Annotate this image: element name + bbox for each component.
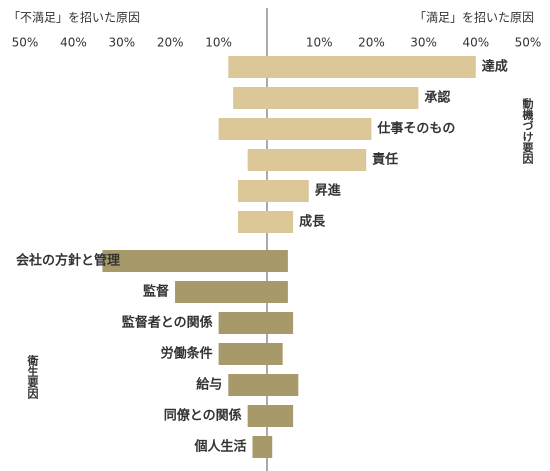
- category-label: 仕事そのもの: [376, 121, 455, 137]
- x-tick-label: 20%: [358, 36, 385, 50]
- bar: [237, 180, 267, 202]
- bar: [267, 56, 476, 78]
- x-tick-label: 40%: [60, 36, 87, 50]
- bar: [228, 56, 267, 78]
- category-label: 監督者との関係: [122, 315, 213, 331]
- category-label: 給与: [196, 377, 222, 393]
- bar: [218, 343, 267, 365]
- bar: [267, 374, 299, 396]
- side-header: 「満足」を招いた原因: [414, 11, 534, 25]
- bar: [267, 250, 288, 272]
- x-tick-label: 30%: [108, 36, 135, 50]
- bar: [267, 436, 273, 458]
- bar: [267, 211, 294, 233]
- bar: [267, 149, 367, 171]
- category-label: 個人生活: [193, 439, 246, 455]
- bar: [175, 281, 267, 303]
- bar: [267, 343, 283, 365]
- category-label: 昇進: [315, 183, 341, 199]
- bar: [267, 180, 309, 202]
- x-tick-label: 50%: [12, 36, 39, 50]
- bar: [218, 118, 267, 140]
- bar: [247, 149, 267, 171]
- bar: [267, 281, 288, 303]
- bar: [233, 87, 267, 109]
- bar: [247, 405, 267, 427]
- category-label: 労働条件: [161, 346, 213, 362]
- bar: [228, 374, 267, 396]
- category-label: 会社の方針と管理: [16, 253, 120, 269]
- category-label: 同僚との関係: [164, 408, 242, 424]
- category-label: 承認: [424, 90, 450, 106]
- category-label: 責任: [372, 152, 398, 168]
- x-tick-label: 40%: [462, 36, 489, 50]
- x-tick-label: 10%: [205, 36, 232, 50]
- group-label: 衛生要因: [26, 354, 40, 400]
- x-tick-label: 50%: [515, 36, 542, 50]
- bar: [252, 436, 267, 458]
- bar: [267, 87, 419, 109]
- bar: [267, 118, 372, 140]
- bar: [237, 211, 267, 233]
- category-label: 成長: [299, 214, 326, 230]
- x-tick-label: 20%: [157, 36, 184, 50]
- category-label: 達成: [482, 59, 508, 75]
- bar: [267, 405, 294, 427]
- bar: [218, 312, 267, 334]
- bar: [102, 250, 267, 272]
- x-tick-label: 30%: [410, 36, 437, 50]
- side-header: 「不満足」を招いた原因: [8, 11, 140, 25]
- x-tick-label: 10%: [306, 36, 333, 50]
- group-label: 動機づけ要因: [521, 97, 534, 165]
- bar: [267, 312, 294, 334]
- category-label: 監督: [143, 284, 169, 300]
